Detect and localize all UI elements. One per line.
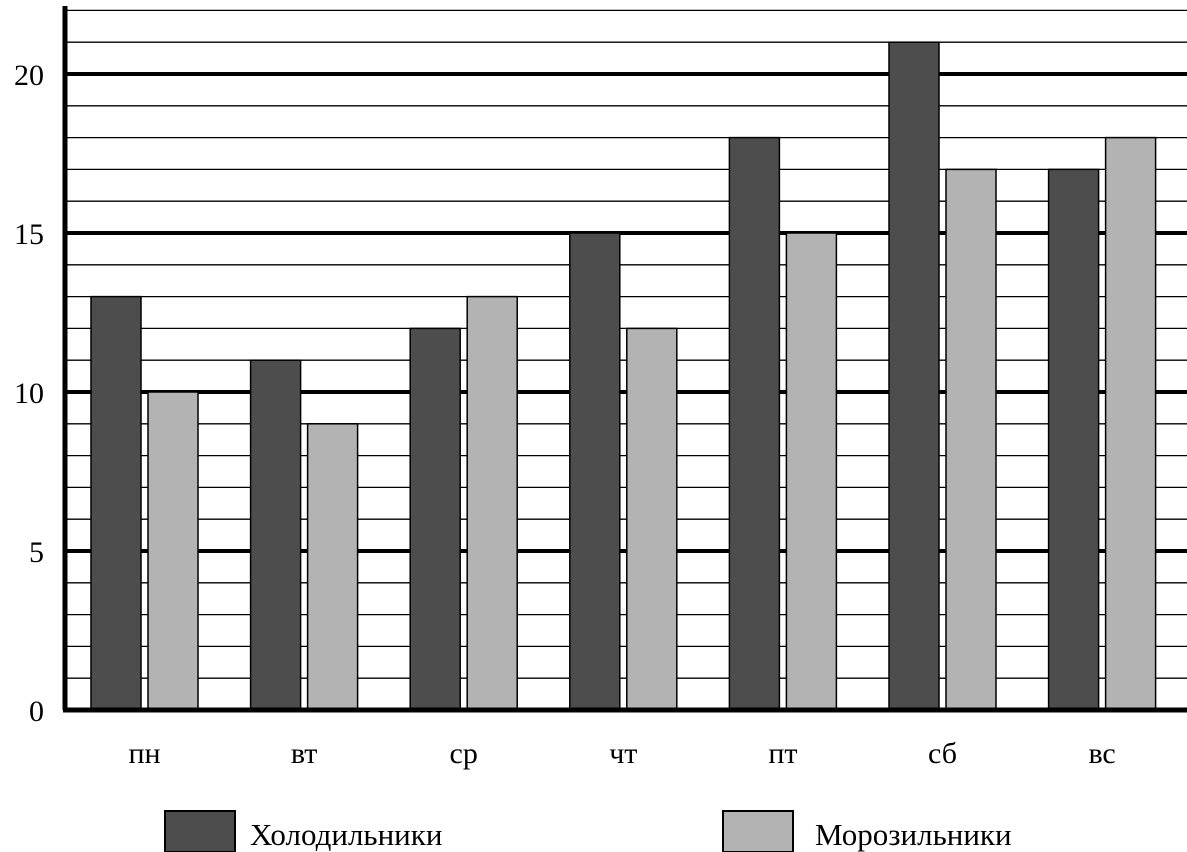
bar-series1-0 (90, 295, 142, 711)
legend-label-0: Холодильники (250, 817, 442, 852)
bar-series1-6 (1047, 168, 1100, 711)
x-tick-label: сб (928, 737, 957, 770)
legend: Холодильники Морозильники (164, 810, 1012, 852)
y-tick-label: 15 (14, 218, 44, 251)
grid-lines (65, 9, 1187, 679)
bar-series2-2 (466, 295, 518, 711)
y-tick-labels: 0 5 10 15 20 (14, 59, 44, 728)
y-tick-label: 0 (29, 695, 44, 728)
bar-series1-4 (728, 136, 781, 711)
legend-swatch-0 (164, 810, 236, 852)
x-tick-label: вт (291, 737, 318, 770)
bar-series2-0 (147, 391, 199, 711)
bar-series1-3 (569, 232, 621, 711)
bar-series1-2 (409, 327, 461, 711)
legend-item-0: Холодильники (164, 810, 442, 852)
bars (90, 41, 1157, 711)
bar-series2-4 (785, 232, 838, 711)
x-tick-label: чт (609, 737, 637, 770)
y-tick-label: 5 (29, 536, 44, 569)
legend-item-1: Морозильники (722, 810, 1012, 852)
x-tick-label: пн (128, 737, 160, 770)
bar-series2-5 (945, 168, 997, 711)
legend-swatch-1 (722, 810, 794, 852)
x-tick-label: ср (450, 737, 478, 770)
legend-label-1: Морозильники (815, 817, 1012, 852)
bar-series1-1 (249, 359, 302, 711)
y-tick-label: 20 (14, 59, 44, 92)
x-tick-label: пт (768, 737, 797, 770)
bar-series2-3 (626, 327, 678, 711)
x-tick-labels: пн вт ср чт пт сб вс (128, 737, 1115, 770)
bar-series2-6 (1104, 136, 1157, 711)
x-tick-label: вс (1088, 737, 1115, 770)
bar-series1-5 (888, 41, 940, 711)
bar-series2-1 (306, 423, 359, 711)
y-tick-label: 10 (14, 377, 44, 410)
axes (62, 6, 1187, 713)
